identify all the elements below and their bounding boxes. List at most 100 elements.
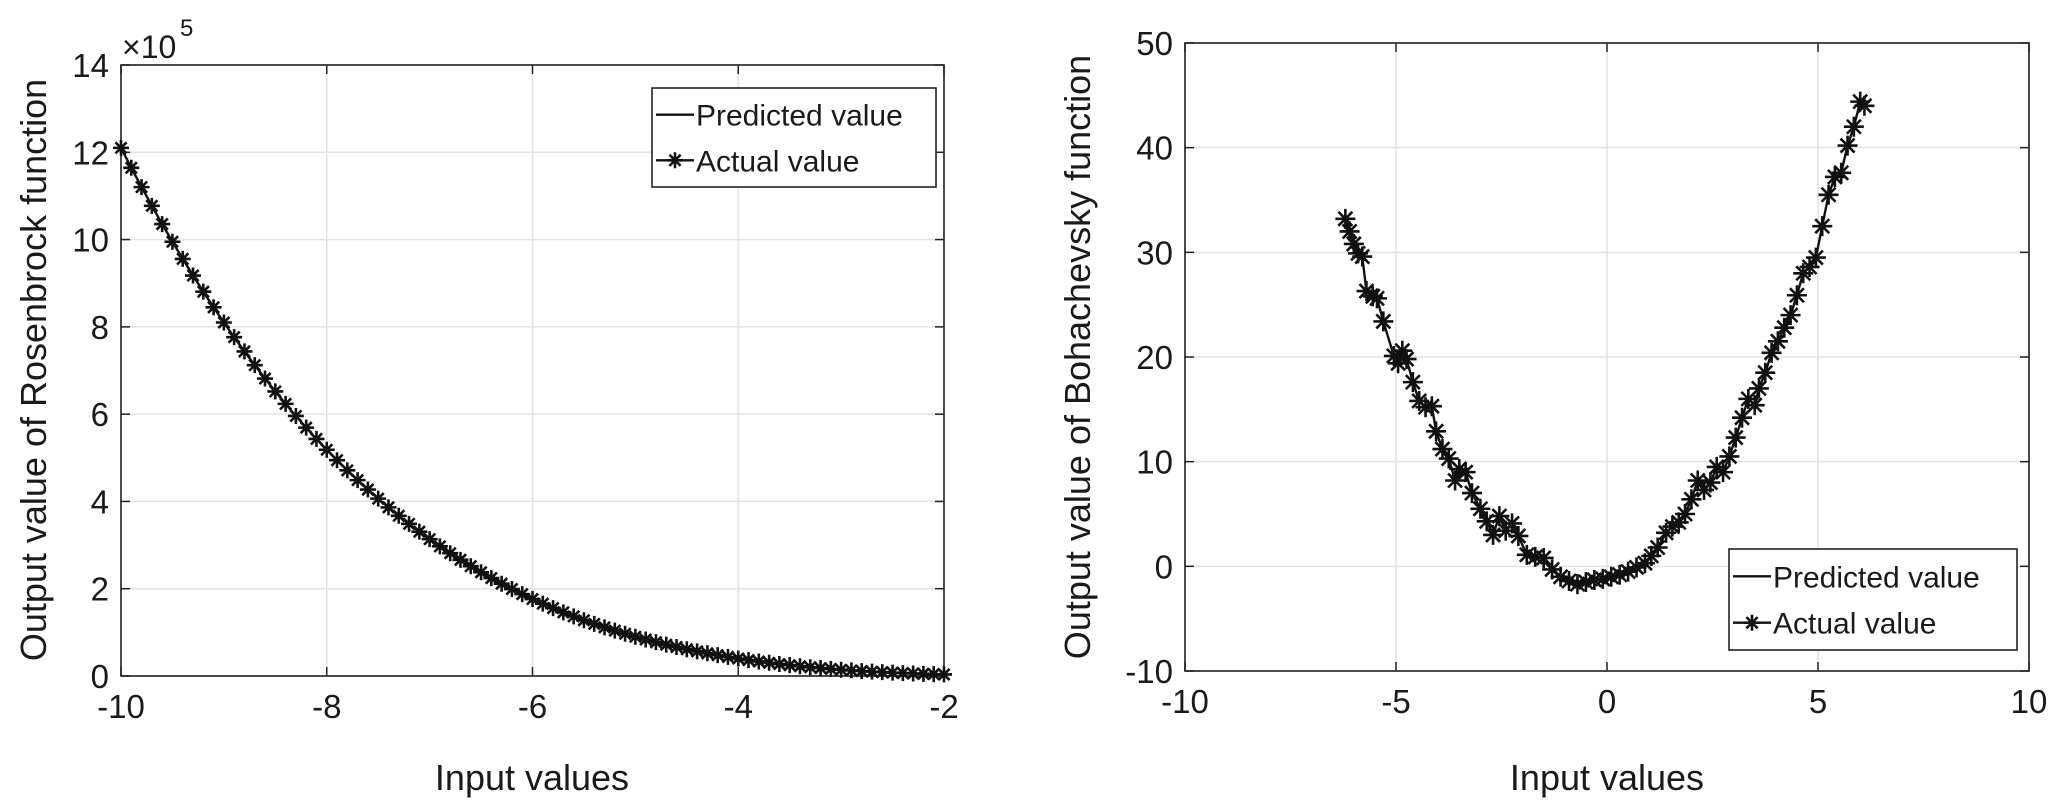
asterisk-marker [1392,340,1413,361]
asterisk-marker [277,395,294,412]
asterisk-marker [1609,564,1630,585]
data-point-asterisk [514,586,531,603]
asterisk-marker [905,665,922,682]
asterisk-marker [637,631,654,648]
data-point-asterisk [1455,462,1476,483]
asterisk-marker [195,283,212,300]
data-point-asterisk [1373,311,1394,332]
asterisk-marker [1470,498,1491,519]
asterisk-marker [555,604,572,621]
asterisk-marker [1432,439,1453,460]
y-tick-label: 10 [72,222,109,259]
asterisk-marker [853,663,870,680]
data-point-asterisk [1343,233,1364,254]
asterisk-marker [1575,572,1596,593]
asterisk-marker [401,515,418,532]
data-point-asterisk [277,395,294,412]
data-point-asterisk [380,499,397,516]
x-tick-label: 10 [2011,683,2048,720]
x-tick-label: 5 [1809,683,1827,720]
data-point-asterisk [1700,472,1721,493]
data-point-asterisk [1626,557,1647,578]
legend-label-actual: Actual value [1773,608,1936,641]
data-point-asterisk [195,283,212,300]
asterisk-marker [1687,470,1708,491]
asterisk-marker [915,665,932,682]
x-axis-label: Input values [1510,757,1704,798]
data-point-asterisk [905,665,922,682]
asterisk-marker [667,152,683,169]
asterisk-marker [884,664,901,681]
asterisk-marker [761,654,778,671]
x-tick-label: -10 [1161,683,1209,720]
axes-frame [120,64,945,677]
asterisk-marker [215,314,232,331]
data-point-asterisk [658,636,675,653]
x-tick-label: 0 [1598,683,1616,720]
asterisk-marker [1725,427,1746,448]
asterisk-marker [534,595,551,612]
asterisk-marker [143,197,160,214]
asterisk-marker [781,657,798,674]
data-point-asterisk [1533,547,1554,568]
asterisk-marker [390,507,407,524]
asterisk-marker [812,660,829,677]
asterisk-marker [1767,331,1788,352]
data-point-asterisk [1774,317,1795,338]
asterisk-marker [236,343,253,360]
data-point-asterisk [390,507,407,524]
data-point-asterisk [668,639,685,656]
asterisk-marker [565,608,582,625]
data-point-asterisk [1470,498,1491,519]
y-tick-label: 12 [72,134,109,171]
data-point-asterisk [329,452,346,469]
data-point-asterisk [1449,458,1470,479]
y-tick-label: 10 [1136,444,1173,481]
asterisk-marker [1732,407,1753,428]
data-point-asterisk [1812,216,1833,237]
asterisk-marker [925,666,942,683]
asterisk-marker [267,383,284,400]
data-point-asterisk [143,197,160,214]
data-point-asterisk [833,661,850,678]
asterisk-marker [1744,614,1760,631]
asterisk-marker [1502,513,1523,534]
asterisk-marker [1668,512,1689,533]
data-point-asterisk [1592,568,1613,589]
asterisk-marker [1438,448,1459,469]
asterisk-marker [1601,566,1622,587]
data-point-asterisk [1786,285,1807,306]
actual-value-markers [113,139,952,683]
data-point-asterisk [1755,362,1776,383]
asterisk-marker [226,329,243,346]
asterisk-marker [1700,472,1721,493]
data-point-asterisk [884,664,901,681]
data-point-asterisk [555,604,572,621]
data-point-asterisk [863,663,880,680]
asterisk-marker [699,645,716,662]
x-tick-label: -5 [1381,683,1410,720]
y-tick-label: 30 [1136,234,1173,271]
data-point-asterisk [1805,247,1826,268]
asterisk-marker [287,407,304,424]
data-point-asterisk [915,665,932,682]
asterisk-marker [154,216,171,233]
asterisk-marker [1854,95,1875,116]
asterisk-marker [1818,184,1839,205]
y-tick-label: 50 [1136,25,1173,62]
data-point-asterisk [1383,345,1404,366]
asterisk-marker [791,658,808,675]
asterisk-marker [380,499,397,516]
data-point-asterisk [1824,166,1845,187]
data-point-asterisk [503,581,520,598]
legend-box [1728,548,2018,651]
asterisk-marker [833,661,850,678]
x-tick-label: -2 [929,688,958,725]
data-point-asterisk [802,659,819,676]
asterisk-marker [1744,395,1765,416]
asterisk-marker [1445,470,1466,491]
asterisk-marker [575,612,592,629]
data-point-asterisk [791,658,808,675]
asterisk-marker [1681,489,1702,510]
asterisk-marker [1396,349,1417,370]
